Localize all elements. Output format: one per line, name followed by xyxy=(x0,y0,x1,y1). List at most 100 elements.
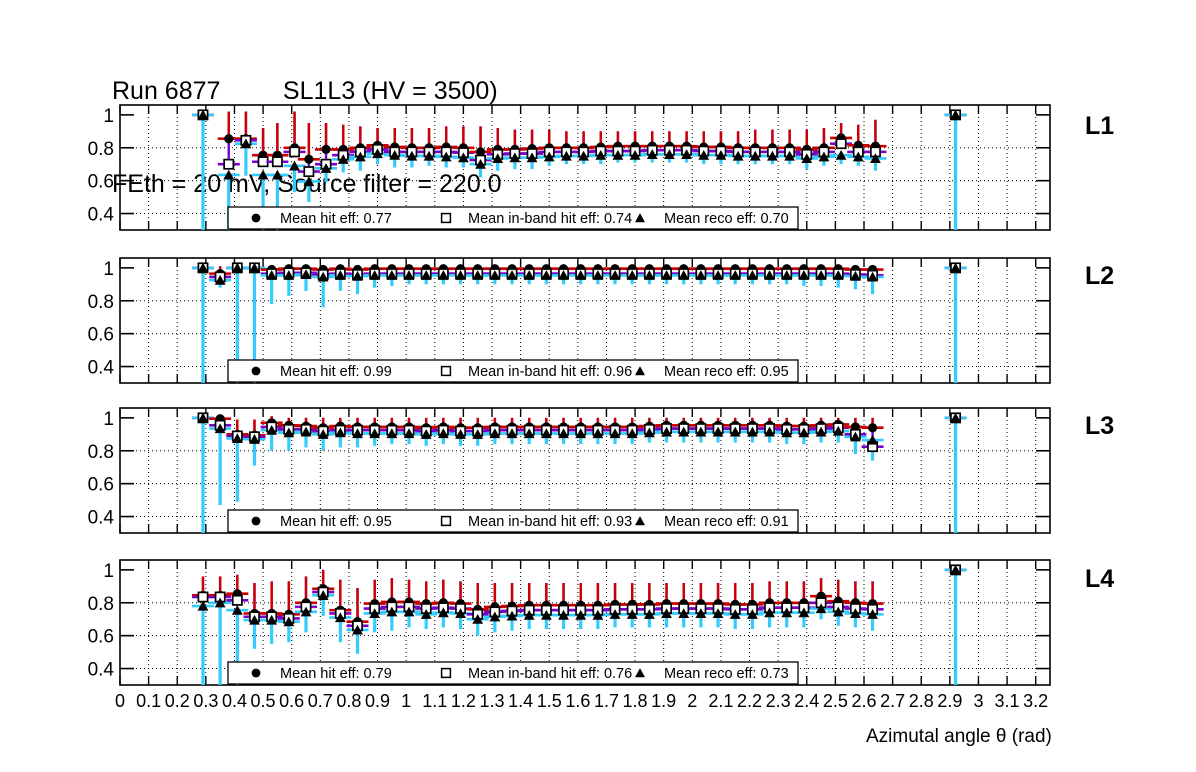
legend-triangle-icon xyxy=(635,213,645,223)
y-tick-label: 0.6 xyxy=(88,627,114,648)
x-tick-label: 2.5 xyxy=(823,691,848,711)
panel-frame xyxy=(119,559,1051,686)
reco-marker-triangle xyxy=(950,262,961,273)
reco-marker-triangle xyxy=(455,270,466,280)
reco-marker-triangle xyxy=(832,425,844,436)
reco-marker-triangle xyxy=(643,609,655,619)
panel-L4: 1 0.8 0.6 0.4 Mean hit eff: 0.79 Mean in-band… xyxy=(88,559,1051,686)
reco-marker-triangle xyxy=(558,428,569,439)
reco-marker-triangle xyxy=(283,616,295,627)
reco-marker-triangle xyxy=(609,609,621,619)
x-tick-label: 1.7 xyxy=(594,691,619,711)
x-tick-label: 2.6 xyxy=(851,691,876,711)
inband-marker-square xyxy=(289,146,301,158)
reco-marker-triangle xyxy=(784,150,795,161)
reco-marker-triangle xyxy=(729,609,741,619)
reco-marker-triangle xyxy=(303,176,315,187)
reco-marker-triangle xyxy=(455,608,466,619)
x-tick-label: 0.8 xyxy=(336,691,361,711)
reco-marker-triangle xyxy=(389,149,401,160)
reco-marker-triangle xyxy=(437,607,449,618)
legend-label-reco: Mean reco eff: 0.70 xyxy=(664,211,789,227)
panel-label-L4: L4 xyxy=(1085,565,1115,593)
reco-marker-triangle xyxy=(420,429,432,439)
legend-label-reco: Mean reco eff: 0.91 xyxy=(664,514,789,530)
reco-marker-triangle xyxy=(231,262,243,273)
y-tick-label: 0.4 xyxy=(88,508,115,529)
hit-marker-circle xyxy=(321,144,331,155)
panel-label-L1: L1 xyxy=(1085,112,1115,140)
reco-marker-triangle xyxy=(300,269,312,280)
legend-circle-icon xyxy=(251,668,261,678)
reco-marker-triangle xyxy=(334,612,346,623)
inband-marker-square xyxy=(231,594,243,606)
reco-marker-triangle xyxy=(440,151,452,162)
reco-marker-triangle xyxy=(352,624,363,635)
legend-label-reco: Mean reco eff: 0.95 xyxy=(664,364,789,380)
reco-marker-triangle xyxy=(867,271,878,282)
reco-marker-triangle xyxy=(369,428,381,439)
legend-square-icon xyxy=(440,667,452,679)
reco-marker-triangle xyxy=(818,151,830,162)
reco-marker-triangle xyxy=(300,426,312,437)
reco-marker-triangle xyxy=(334,427,346,438)
reco-marker-triangle xyxy=(240,138,252,149)
reco-marker-triangle xyxy=(540,270,552,280)
reco-marker-triangle xyxy=(832,270,844,280)
reco-marker-triangle xyxy=(472,270,484,280)
reco-marker-triangle xyxy=(506,428,518,439)
hit-marker-circle xyxy=(224,134,234,144)
reco-marker-triangle xyxy=(609,270,621,280)
reco-marker-triangle xyxy=(317,429,329,439)
reco-marker-triangle xyxy=(612,149,624,160)
reco-marker-triangle xyxy=(354,151,366,162)
x-tick-label: 1.9 xyxy=(651,691,676,711)
reco-marker-triangle xyxy=(472,429,484,439)
reco-marker-triangle xyxy=(815,603,827,614)
x-tick-label: 2.4 xyxy=(794,691,819,711)
reco-marker-triangle xyxy=(850,270,861,281)
reco-marker-triangle xyxy=(950,564,961,575)
reco-marker-triangle xyxy=(197,412,209,423)
legend-label-inband: Mean in-band hit eff: 0.74 xyxy=(468,211,632,227)
reco-marker-triangle xyxy=(749,150,761,161)
reco-marker-triangle xyxy=(257,169,269,180)
x-tick-label: 3.1 xyxy=(995,691,1020,711)
legend-label-inband: Mean in-band hit eff: 0.96 xyxy=(468,364,632,380)
reco-marker-triangle xyxy=(629,149,641,160)
reco-marker-triangle xyxy=(369,608,381,619)
reco-marker-triangle xyxy=(664,149,675,159)
reco-marker-triangle xyxy=(223,169,235,180)
y-tick-label: 0.8 xyxy=(88,292,114,313)
reco-marker-triangle xyxy=(437,270,449,280)
x-tick-label: 2.2 xyxy=(737,691,762,711)
reco-marker-triangle xyxy=(646,149,658,159)
reco-marker-triangle xyxy=(867,434,878,445)
x-tick-label: 0.2 xyxy=(165,691,190,711)
inband-marker-square xyxy=(303,166,315,178)
y-tick-label: 0.8 xyxy=(88,594,114,615)
reco-marker-triangle xyxy=(506,610,518,621)
reco-marker-triangle xyxy=(403,428,415,439)
reco-marker-triangle xyxy=(506,270,518,280)
reco-marker-triangle xyxy=(764,426,775,437)
y-tick-label: 1 xyxy=(103,561,114,582)
reco-marker-triangle xyxy=(767,150,778,161)
reco-marker-triangle xyxy=(950,109,961,120)
reco-marker-triangle xyxy=(747,426,758,437)
reco-marker-triangle xyxy=(832,606,844,617)
hit-marker-circle xyxy=(475,147,486,157)
reco-marker-triangle xyxy=(681,149,692,159)
legend-square-icon xyxy=(440,365,452,377)
x-tick-label: 1 xyxy=(401,691,411,711)
reco-marker-triangle xyxy=(626,609,638,619)
x-tick-label: 2.1 xyxy=(708,691,733,711)
reco-marker-triangle xyxy=(695,270,707,280)
reco-marker-triangle xyxy=(798,427,810,438)
reco-marker-triangle xyxy=(835,149,847,160)
reco-marker-triangle xyxy=(509,152,521,163)
legend-label-hit: Mean hit eff: 0.99 xyxy=(280,364,392,380)
reco-marker-triangle xyxy=(214,597,226,608)
y-tick-label: 1 xyxy=(103,259,114,280)
